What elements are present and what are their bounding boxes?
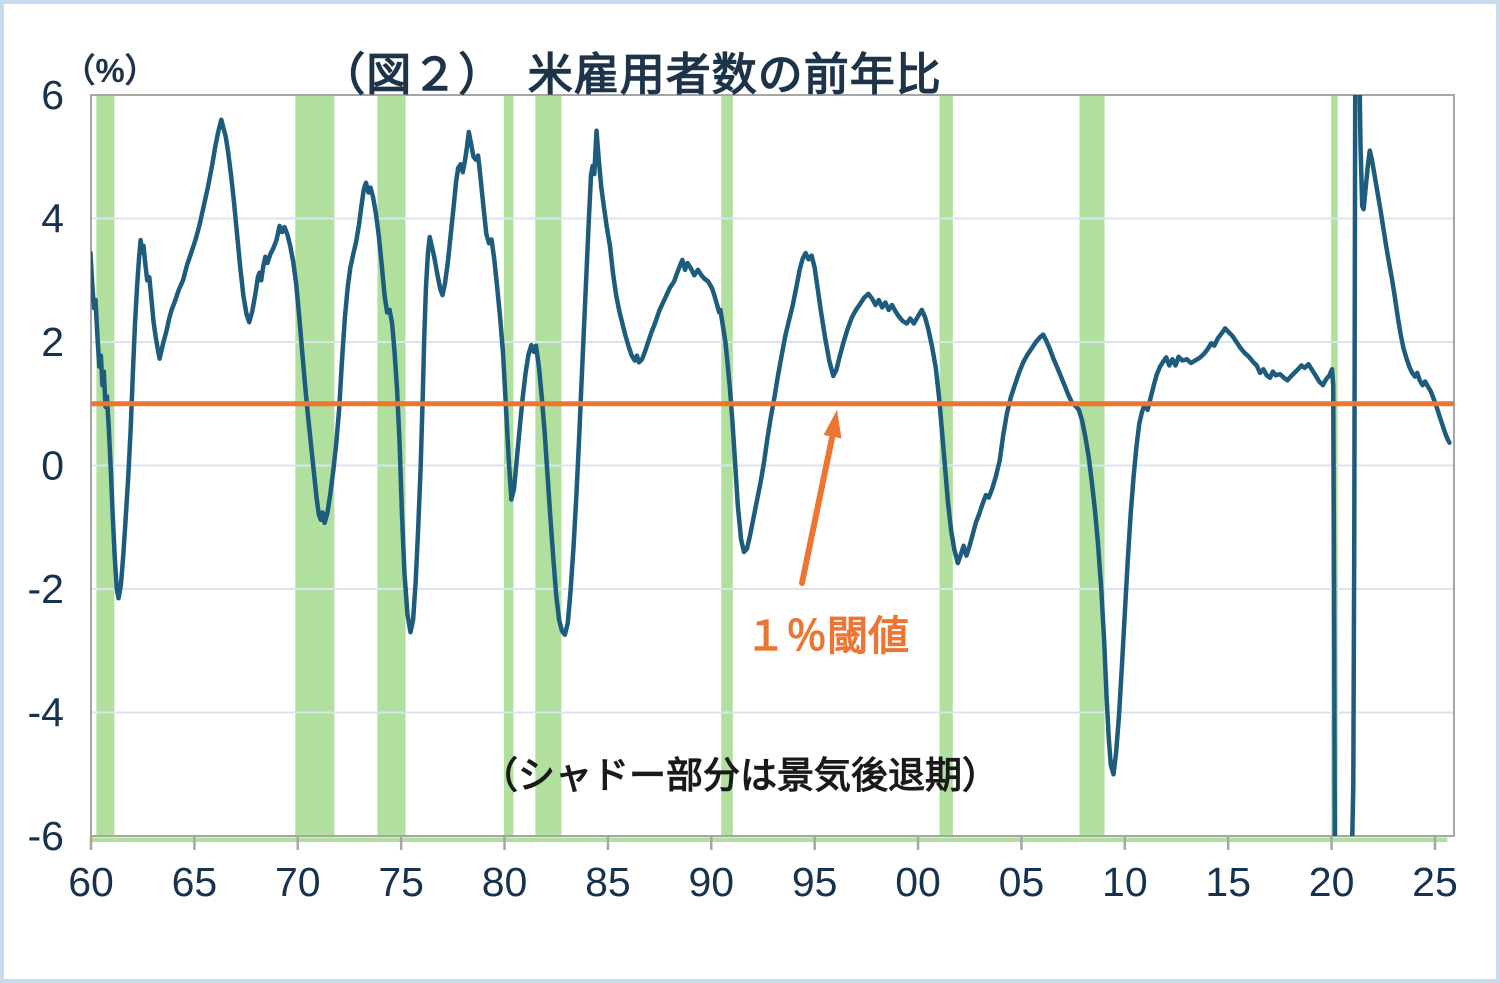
arrow-shaft xyxy=(799,435,835,586)
x-tick-labels: 60 65 70 75 80 85 90 95 00 05 10 15 20 25 xyxy=(68,859,1458,905)
recession-bands xyxy=(91,95,1448,842)
y-tick-label: 6 xyxy=(41,72,64,118)
x-tick-label: 75 xyxy=(378,859,424,905)
x-tick-label: 80 xyxy=(482,859,528,905)
x-tick-label: 65 xyxy=(172,859,218,905)
y-tick-label: -2 xyxy=(28,566,64,612)
x-tick-label: 10 xyxy=(1102,859,1148,905)
y-tick-label: -6 xyxy=(28,813,64,859)
y-tick-labels: 6 4 2 0 -2 -4 -6 xyxy=(28,72,64,859)
y-axis-unit-label: （%） xyxy=(62,52,158,89)
x-tick-label: 15 xyxy=(1205,859,1251,905)
x-tick-label: 90 xyxy=(688,859,734,905)
shading-note: （シャドー部分は景気後退期） xyxy=(481,755,999,796)
chart-title: （図２） 米雇用者数の前年比 xyxy=(320,49,942,100)
y-tick-label: 0 xyxy=(41,443,64,489)
plot-border xyxy=(90,94,1455,837)
x-tick-label: 00 xyxy=(895,859,941,905)
arrow-head xyxy=(823,410,842,439)
x-tick-label: 20 xyxy=(1309,859,1355,905)
y-tick-label: 4 xyxy=(41,196,64,242)
employment-yoy-series xyxy=(91,95,1452,836)
x-tick-label: 25 xyxy=(1412,859,1458,905)
x-tick-label: 85 xyxy=(585,859,631,905)
x-axis-ticks xyxy=(89,836,1437,850)
x-tick-label: 70 xyxy=(275,859,321,905)
employment-line xyxy=(91,95,1452,836)
y-tick-label: 2 xyxy=(41,319,64,365)
y-tick-label: -4 xyxy=(28,690,64,736)
recession-indicator-strip xyxy=(91,837,1448,842)
gridlines xyxy=(91,217,1454,714)
x-tick-label: 05 xyxy=(999,859,1045,905)
x-tick-label: 95 xyxy=(792,859,838,905)
threshold-arrow xyxy=(799,410,842,586)
x-tick-label: 60 xyxy=(68,859,114,905)
threshold-label: １％閾値 xyxy=(745,613,909,659)
